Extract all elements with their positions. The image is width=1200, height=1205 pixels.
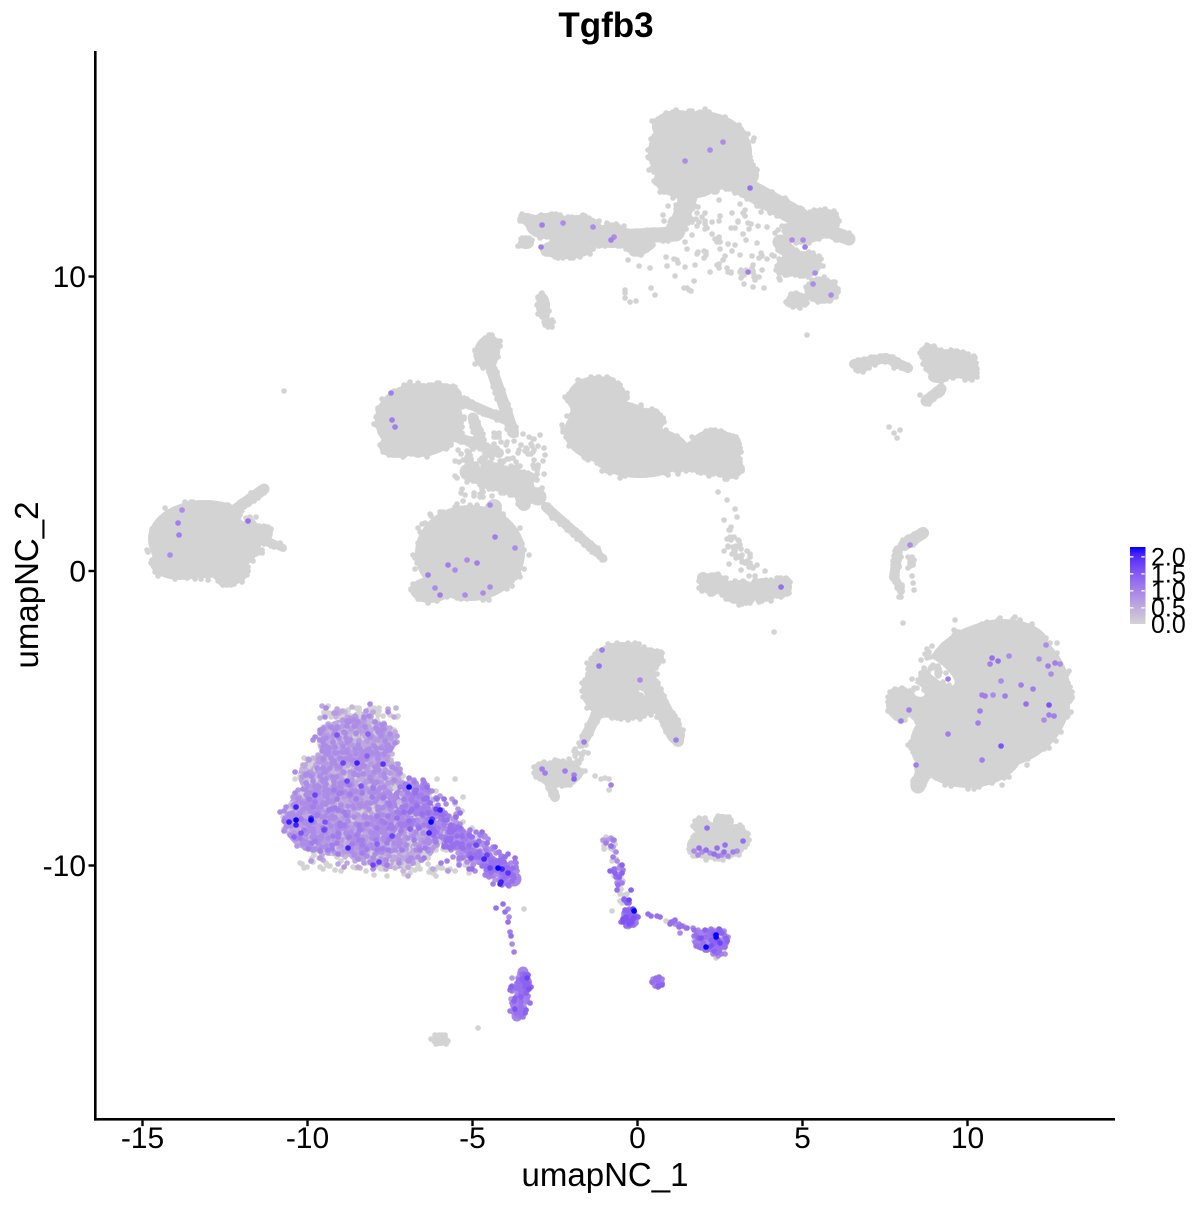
svg-text:Tgfb3: Tgfb3 bbox=[558, 6, 653, 45]
svg-text:umapNC_2: umapNC_2 bbox=[8, 502, 45, 669]
svg-text:0.5: 0.5 bbox=[1151, 595, 1186, 623]
svg-text:-15: -15 bbox=[121, 1122, 164, 1155]
svg-text:-10: -10 bbox=[43, 850, 86, 883]
svg-text:1.5: 1.5 bbox=[1151, 561, 1186, 589]
svg-text:-5: -5 bbox=[459, 1122, 486, 1155]
svg-text:0: 0 bbox=[69, 556, 86, 589]
svg-text:1.0: 1.0 bbox=[1151, 578, 1186, 606]
svg-text:umapNC_1: umapNC_1 bbox=[522, 1156, 689, 1193]
svg-text:10: 10 bbox=[951, 1122, 984, 1155]
svg-text:0: 0 bbox=[629, 1122, 646, 1155]
svg-text:5: 5 bbox=[794, 1122, 811, 1155]
svg-text:2.0: 2.0 bbox=[1151, 544, 1186, 572]
svg-text:10: 10 bbox=[53, 261, 86, 294]
svg-text:-10: -10 bbox=[286, 1122, 329, 1155]
svg-text:0.0: 0.0 bbox=[1151, 611, 1186, 639]
